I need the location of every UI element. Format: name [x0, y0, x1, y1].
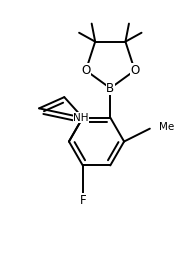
Text: O: O: [81, 64, 90, 77]
Text: NH: NH: [73, 113, 89, 123]
Text: F: F: [79, 194, 86, 207]
Text: O: O: [130, 64, 139, 77]
Text: B: B: [106, 82, 114, 95]
Text: Me: Me: [159, 122, 174, 132]
